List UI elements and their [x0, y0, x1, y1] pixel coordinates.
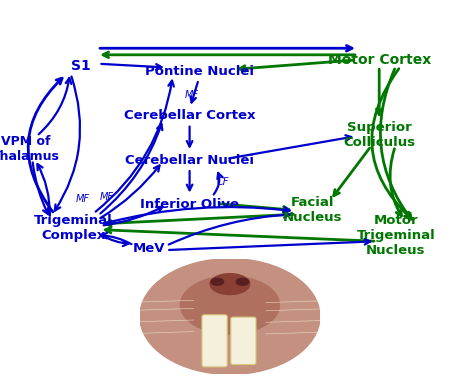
- Text: Motor
Trigeminal
Nucleus: Motor Trigeminal Nucleus: [356, 214, 435, 257]
- Text: MeV: MeV: [133, 242, 165, 256]
- FancyBboxPatch shape: [231, 317, 256, 364]
- Text: VPM of
Thalamus: VPM of Thalamus: [0, 135, 60, 163]
- Text: S1: S1: [71, 59, 91, 73]
- Text: Motor Cortex: Motor Cortex: [328, 53, 431, 67]
- Ellipse shape: [140, 259, 320, 374]
- Text: Superior
Colliculus: Superior Colliculus: [343, 121, 415, 149]
- Text: Trigeminal
Complex: Trigeminal Complex: [34, 214, 113, 242]
- Ellipse shape: [210, 274, 250, 295]
- Text: Cerebellar Cortex: Cerebellar Cortex: [124, 109, 255, 122]
- Text: MF: MF: [76, 194, 90, 204]
- Text: Facial
Nucleus: Facial Nucleus: [283, 196, 343, 224]
- Text: Inferior Olive: Inferior Olive: [140, 198, 239, 211]
- Ellipse shape: [180, 276, 280, 334]
- Text: MF: MF: [100, 192, 114, 202]
- Ellipse shape: [236, 278, 249, 285]
- Text: Cerebellar Nuclei: Cerebellar Nuclei: [125, 154, 254, 167]
- Text: CF: CF: [217, 177, 229, 187]
- FancyBboxPatch shape: [202, 315, 227, 367]
- Text: MF: MF: [185, 90, 199, 100]
- Ellipse shape: [211, 278, 224, 285]
- Text: Pontine Nuclei: Pontine Nuclei: [145, 65, 254, 78]
